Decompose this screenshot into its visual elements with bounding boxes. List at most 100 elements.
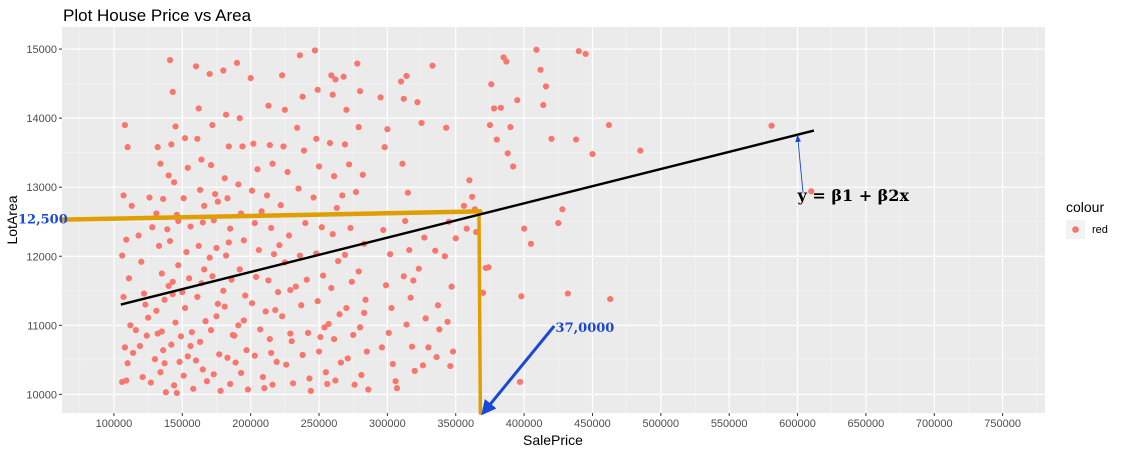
data-point — [300, 147, 308, 154]
data-point — [589, 150, 596, 158]
data-point — [485, 264, 492, 271]
data-point — [166, 237, 174, 245]
y-tick-label: 14000 — [26, 113, 57, 125]
data-point — [350, 331, 357, 339]
x-tick-label: 650000 — [848, 418, 885, 430]
legend: colour red — [1066, 199, 1108, 239]
data-point — [132, 327, 139, 334]
data-point — [227, 380, 234, 388]
data-point — [221, 303, 228, 310]
y-tick-label: 11000 — [27, 320, 57, 332]
data-point — [188, 329, 195, 336]
data-point — [120, 293, 127, 301]
x-tick-label: 200000 — [232, 418, 269, 430]
data-point — [490, 105, 498, 112]
data-point — [166, 57, 174, 64]
data-point — [548, 135, 555, 142]
data-point — [172, 123, 179, 130]
x-tick-label: 150000 — [164, 418, 201, 430]
data-point — [161, 360, 168, 367]
data-point — [279, 313, 286, 320]
data-point — [403, 321, 410, 328]
data-point — [251, 352, 258, 359]
grid-lines — [62, 27, 1045, 413]
data-point — [292, 283, 299, 290]
data-point — [217, 387, 224, 395]
data-point — [269, 381, 276, 388]
data-point — [441, 253, 448, 260]
data-point — [296, 52, 303, 59]
data-point — [385, 329, 392, 336]
data-point — [504, 150, 511, 157]
data-point — [605, 121, 612, 129]
data-point — [299, 351, 306, 359]
data-point — [287, 286, 294, 294]
data-point — [220, 287, 227, 294]
data-point — [248, 300, 256, 307]
data-point — [381, 144, 388, 151]
data-point — [443, 124, 450, 131]
data-point — [222, 252, 230, 259]
data-point — [139, 373, 146, 381]
y-marker-annotation: 12,500 — [18, 213, 68, 228]
data-point — [542, 83, 550, 90]
data-point — [329, 91, 336, 98]
data-point — [181, 304, 189, 312]
data-point — [236, 266, 243, 273]
data-point — [355, 268, 362, 275]
data-point — [337, 359, 345, 366]
plot-panel — [62, 27, 1045, 413]
data-point — [466, 177, 473, 184]
legend-label-red: red — [1092, 224, 1108, 236]
data-point — [169, 88, 176, 96]
data-point — [362, 296, 369, 303]
data-point — [287, 330, 294, 337]
data-point — [325, 320, 332, 328]
data-point — [321, 324, 328, 331]
data-point — [436, 326, 443, 333]
data-point — [320, 272, 327, 279]
data-point — [377, 94, 384, 101]
data-point — [310, 194, 317, 201]
data-point — [195, 242, 202, 249]
data-point — [194, 135, 201, 142]
data-point — [314, 298, 321, 305]
data-point — [298, 302, 305, 309]
y-tick-label: 10000 — [26, 389, 57, 401]
x-tick-label: 500000 — [642, 418, 679, 430]
data-point — [236, 115, 243, 122]
data-point — [190, 385, 197, 392]
data-point — [415, 265, 422, 272]
data-point — [270, 251, 278, 258]
x-tick-label: 700000 — [916, 418, 953, 430]
data-point — [128, 202, 135, 209]
data-point — [136, 342, 144, 350]
data-point — [432, 247, 439, 254]
data-point — [503, 58, 510, 65]
data-point — [201, 202, 208, 209]
overlay-lines — [59, 129, 815, 416]
data-point — [266, 141, 273, 149]
data-point — [203, 378, 211, 385]
data-point — [250, 140, 257, 147]
data-point — [123, 236, 130, 243]
data-point — [407, 294, 414, 301]
data-point — [399, 160, 406, 167]
data-point — [171, 179, 178, 186]
reference-line-vertical — [477, 209, 483, 415]
data-point — [429, 62, 436, 69]
data-point — [607, 295, 614, 303]
data-point — [411, 367, 418, 374]
data-point — [555, 220, 562, 227]
data-point — [173, 389, 180, 397]
data-point — [209, 273, 216, 280]
data-point — [389, 360, 396, 368]
data-point — [382, 282, 390, 289]
data-point — [317, 333, 324, 341]
data-point — [384, 126, 391, 133]
x-tick-label: 400000 — [506, 418, 543, 430]
y-tick-label: 15000 — [26, 44, 57, 56]
data-point — [341, 141, 349, 148]
data-point — [559, 206, 566, 213]
data-point — [201, 266, 208, 273]
